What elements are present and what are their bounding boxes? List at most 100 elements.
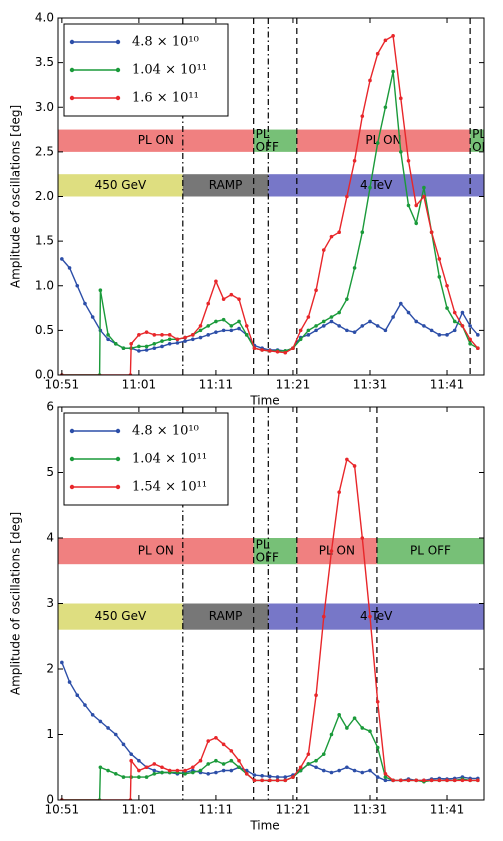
data-point (214, 330, 218, 334)
data-point (368, 729, 372, 734)
data-point (306, 315, 311, 319)
data-point (221, 328, 226, 333)
data-point (422, 324, 426, 328)
data-point (314, 693, 318, 697)
data-point (360, 114, 365, 118)
band-label: RAMP (209, 178, 243, 192)
band (376, 538, 484, 565)
data-point (437, 778, 442, 783)
data-point (144, 344, 149, 349)
y-tick-label: 3.0 (35, 100, 54, 114)
data-point (137, 349, 141, 353)
y-axis-label: Amplitude of oscillations [deg] (9, 105, 23, 288)
x-axis-label: Time (249, 819, 279, 833)
data-point (214, 770, 218, 775)
legend-marker (69, 67, 75, 73)
data-point (368, 185, 372, 190)
data-point (291, 775, 295, 779)
data-point (414, 203, 419, 208)
band (253, 538, 297, 565)
legend-marker (115, 95, 121, 101)
data-point (352, 330, 357, 334)
data-point (429, 328, 434, 333)
y-tick-label: 0.5 (35, 323, 54, 337)
data-point (167, 768, 172, 773)
data-point (198, 328, 203, 333)
data-point (452, 310, 457, 315)
data-point (329, 319, 334, 324)
band (253, 129, 297, 152)
data-point (345, 297, 349, 301)
x-tick-label: 11:21 (276, 378, 311, 392)
legend-marker (69, 39, 75, 45)
data-point (244, 772, 249, 776)
y-tick-label: 1 (46, 727, 54, 741)
data-point (429, 230, 434, 234)
data-point (252, 773, 257, 777)
data-point (83, 301, 87, 306)
plot-area: PL ON PL OFF PL ON PL OFF 450 GeV RAMP 4 TeV (58, 407, 484, 800)
data-point (191, 770, 195, 775)
y-tick-label: 0 (46, 793, 54, 807)
data-point (191, 333, 195, 337)
data-point (167, 333, 172, 337)
data-point (468, 778, 472, 783)
data-point (137, 775, 141, 779)
y-tick-label: 1.0 (35, 278, 54, 292)
data-point (221, 317, 226, 322)
data-point (329, 732, 334, 737)
x-tick-label: 11:31 (353, 378, 388, 392)
x-tick-label: 10:51 (45, 378, 80, 392)
y-tick-label: 6 (46, 400, 54, 414)
data-point (445, 283, 449, 288)
band (470, 129, 484, 152)
data-point (329, 234, 334, 239)
data-point (437, 257, 442, 261)
data-point (229, 292, 234, 297)
data-point (175, 341, 180, 345)
data-point (298, 765, 303, 770)
data-point (337, 713, 341, 717)
data-point (121, 742, 126, 747)
data-point (152, 346, 157, 351)
data-point (375, 775, 380, 779)
data-point (352, 266, 357, 270)
data-point (229, 328, 234, 333)
data-point (391, 778, 395, 783)
data-point (321, 614, 326, 619)
data-point (314, 765, 318, 770)
data-point (137, 768, 141, 773)
data-point (414, 778, 419, 783)
data-point (452, 319, 457, 324)
data-point (337, 230, 341, 234)
x-tick-label: 11:31 (353, 803, 388, 817)
data-point (406, 310, 411, 315)
data-point (406, 203, 411, 208)
data-point (321, 324, 326, 328)
data-point (206, 324, 211, 328)
data-point (414, 319, 419, 324)
data-point (452, 328, 457, 333)
x-tick-label: 11:41 (430, 378, 465, 392)
data-point (160, 344, 164, 349)
data-point (321, 768, 326, 773)
data-point (106, 726, 110, 730)
data-point (129, 341, 133, 346)
data-point (167, 341, 172, 346)
data-point (67, 680, 72, 684)
data-point (106, 768, 110, 773)
data-point (221, 768, 226, 773)
y-tick-label: 2.5 (35, 144, 54, 158)
data-point (275, 349, 280, 354)
data-point (198, 768, 203, 773)
y-tick-label: 2 (46, 662, 54, 676)
data-point (468, 341, 472, 346)
data-point (306, 328, 311, 333)
data-point (368, 319, 372, 324)
data-point (83, 703, 87, 707)
data-point (283, 778, 288, 783)
data-point (75, 283, 80, 288)
data-point (60, 660, 64, 665)
data-point (437, 275, 442, 279)
